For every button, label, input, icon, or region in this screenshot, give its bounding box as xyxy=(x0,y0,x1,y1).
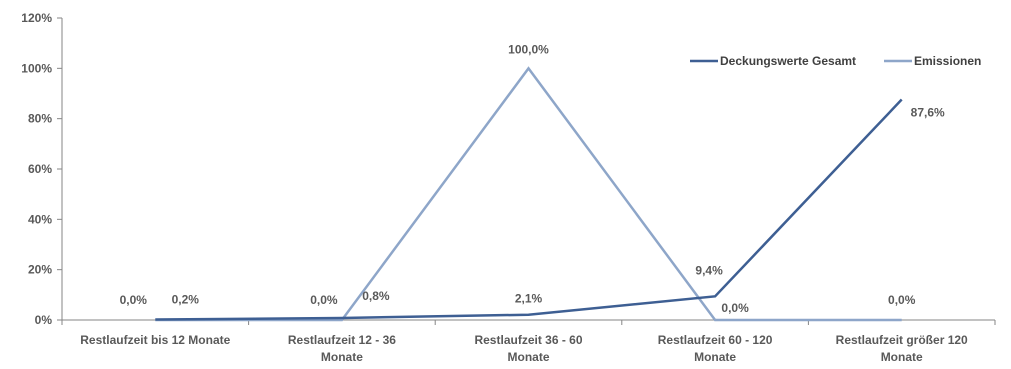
axes: 0% 20% 40% 60% 80% 100% 120% Restlaufzeit bis 1… xyxy=(21,11,996,364)
x-tick-label-line: Restlaufzeit 36 - 60 xyxy=(474,333,582,347)
series-lines xyxy=(155,66,903,322)
x-tick-label: Restlaufzeit 12 - 36 Monate xyxy=(288,333,396,364)
data-label: 2,1% xyxy=(515,292,543,306)
data-label: 0,8% xyxy=(362,289,390,303)
y-tick-label: 60% xyxy=(28,162,52,176)
series-line-emissionen xyxy=(155,66,902,322)
x-tick-label-line: Restlaufzeit bis 12 Monate xyxy=(80,333,230,347)
x-tick-label: Restlaufzeit 60 - 120 Monate xyxy=(658,333,773,364)
data-label: 100,0% xyxy=(508,42,549,56)
data-label: 0,0% xyxy=(721,301,749,315)
x-tick-label-line: Restlaufzeit 12 - 36 xyxy=(288,333,396,347)
data-labels: 0,2% 0,8% 2,1% 9,4% 87,6% 0,0% 0,0% 100,0% 0,0% 0… xyxy=(120,42,945,315)
y-tick-label: 20% xyxy=(28,263,52,277)
series-line-deckungswerte-gesamt xyxy=(155,98,903,321)
x-tick-label-line: Monate xyxy=(694,350,736,364)
x-tick-label: Restlaufzeit bis 12 Monate xyxy=(80,333,230,347)
data-label: 9,4% xyxy=(695,263,723,277)
x-tick-label-line: Monate xyxy=(508,350,550,364)
data-label: 0,0% xyxy=(888,293,916,307)
x-tick-label-line: Restlaufzeit größer 120 xyxy=(836,333,968,347)
legend-label: Emissionen xyxy=(914,54,981,68)
x-tick-label-line: Restlaufzeit 60 - 120 xyxy=(658,333,773,347)
x-tick-label-line: Monate xyxy=(881,350,923,364)
y-tick-label: 0% xyxy=(35,313,53,327)
legend: Deckungswerte Gesamt Emissionen xyxy=(690,54,981,68)
legend-item-emissionen: Emissionen xyxy=(884,54,981,68)
data-label: 0,0% xyxy=(120,293,148,307)
legend-label: Deckungswerte Gesamt xyxy=(720,54,856,68)
x-tick-label-line: Monate xyxy=(321,350,363,364)
data-label: 0,2% xyxy=(172,292,200,306)
x-tick-label: Restlaufzeit größer 120 Monate xyxy=(836,333,968,364)
data-label: 87,6% xyxy=(911,106,945,120)
legend-item-deckungswerte-gesamt: Deckungswerte Gesamt xyxy=(690,54,856,68)
y-tick-label: 80% xyxy=(28,112,52,126)
y-tick-label: 40% xyxy=(28,212,52,226)
x-tick-label: Restlaufzeit 36 - 60 Monate xyxy=(474,333,582,364)
data-label: 0,0% xyxy=(310,293,338,307)
y-tick-label: 120% xyxy=(21,11,52,25)
y-tick-label: 100% xyxy=(21,61,52,75)
